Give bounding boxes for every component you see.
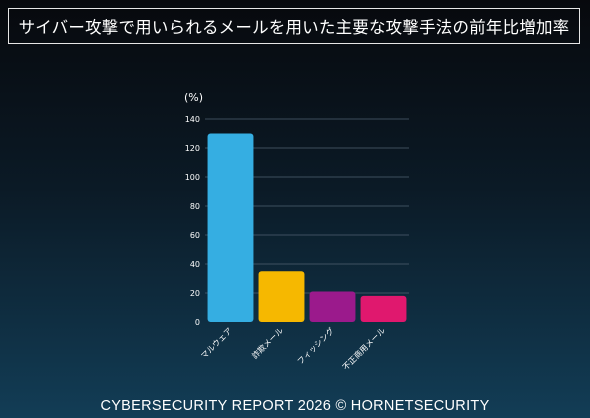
bar-3: [309, 291, 356, 322]
y-axis-unit-label: (%): [184, 91, 203, 104]
y-tick-label: 40: [190, 260, 200, 269]
x-tick-label: 不正商用メール: [340, 325, 387, 372]
y-tick-label: 60: [190, 231, 200, 240]
x-tick-label: マルウェア: [199, 326, 234, 361]
bar-4: [360, 295, 407, 322]
y-tick-label: 120: [185, 144, 200, 153]
y-tick-label: 100: [185, 173, 200, 182]
x-tick-label: フィッシング: [295, 325, 336, 366]
y-axis-ticks: 0 20 40 60 80 100 120 140: [185, 115, 200, 327]
y-tick-label: 0: [195, 318, 200, 327]
bar-2: [258, 271, 305, 322]
x-axis-labels: マルウェア 詐欺メール フィッシング 不正商用メール: [199, 325, 387, 372]
y-tick-label: 20: [190, 289, 200, 298]
chart-title-box: サイバー攻撃で用いられるメールを用いた主要な攻撃手法の前年比増加率: [8, 8, 580, 44]
y-tick-label: 80: [190, 202, 200, 211]
bars: [207, 133, 407, 322]
chart-title: サイバー攻撃で用いられるメールを用いた主要な攻撃手法の前年比増加率: [18, 18, 570, 37]
y-tick-label: 140: [185, 115, 200, 124]
x-tick-label: 詐欺メール: [250, 325, 285, 360]
bar-1: [207, 133, 254, 322]
footer-credit: CYBERSECURITY REPORT 2026 © HORNETSECURI…: [100, 398, 490, 414]
